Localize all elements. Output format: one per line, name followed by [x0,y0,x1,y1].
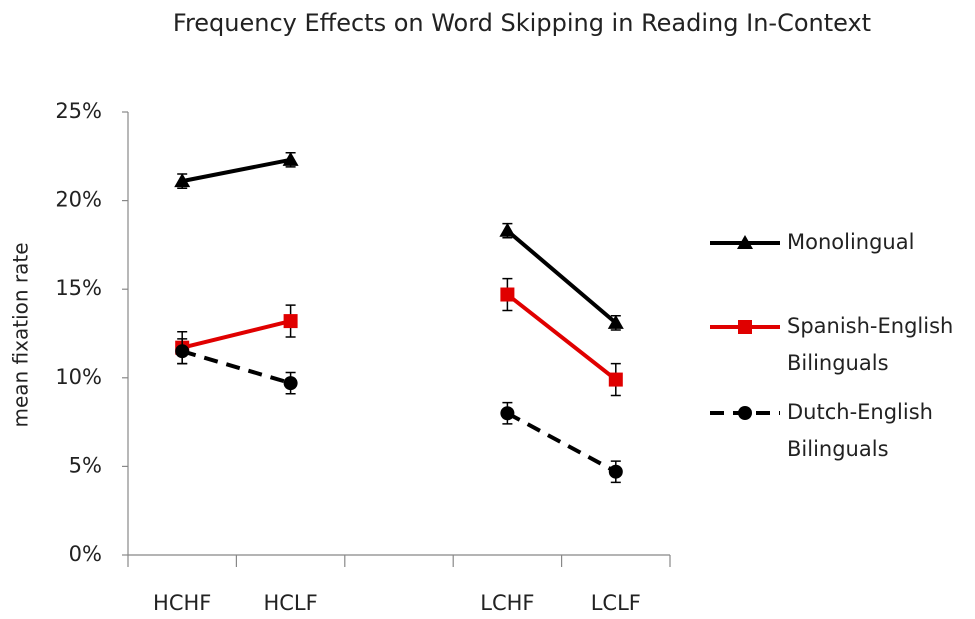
x-tick-label: LCLF [591,591,641,615]
data-point [607,314,624,329]
legend-label: Dutch-English Bilinguals [787,400,933,461]
y-tick-label: 0% [69,542,102,566]
legend-marker [737,235,753,249]
x-tick-label: HCLF [263,591,317,615]
series-line [181,292,618,382]
chart-title: Frequency Effects on Word Skipping in Re… [173,9,871,37]
y-tick-label: 25% [55,99,102,123]
legend-marker [738,320,752,334]
legend-label: Spanish-English Bilinguals [787,314,954,375]
data-point [283,376,298,391]
y-tick-label: 5% [69,453,102,477]
legend-marker [738,406,752,420]
data-point [175,344,190,359]
y-tick-label: 15% [55,276,102,300]
y-tick-label: 20% [55,188,102,212]
y-axis-label: mean fixation rate [9,242,33,427]
series-line [181,349,617,474]
legend-label: Monolingual [787,230,915,254]
data-point [499,222,516,237]
x-tick-label: LCHF [480,591,534,615]
data-point [500,287,515,302]
data-point [174,173,191,188]
data-point [283,314,298,329]
series-line [181,157,618,325]
data-point [608,372,623,387]
x-tick-label: HCHF [153,591,211,615]
data-point [282,151,299,166]
data-point [608,464,623,479]
y-tick-label: 10% [55,365,102,389]
data-point [500,406,515,421]
